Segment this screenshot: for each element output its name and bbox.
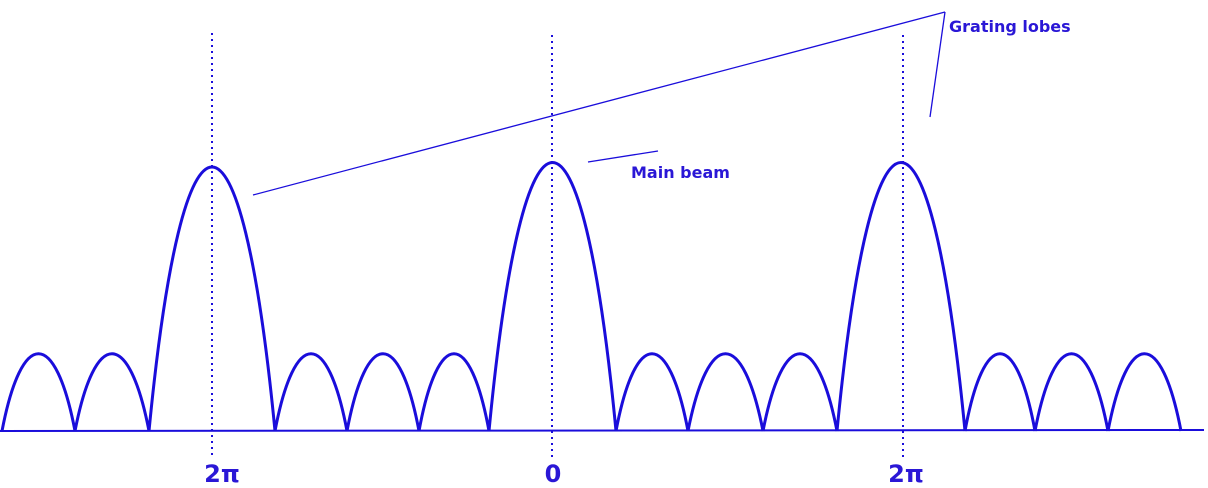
- tick-label-zero: 0: [545, 460, 562, 488]
- side-lobe: [273, 352, 349, 432]
- grating-lobe: [147, 165, 277, 432]
- side-lobe: [417, 352, 491, 432]
- grating-lobe-leader-right: [929, 11, 946, 118]
- side-lobe: [963, 352, 1037, 432]
- side-lobe: [614, 352, 690, 432]
- side-lobe: [73, 352, 151, 432]
- side-lobe: [1033, 352, 1110, 432]
- main-beam-leader: [587, 150, 659, 163]
- grating-lobes-label: Grating lobes: [949, 17, 1071, 36]
- tick-label-right-2pi: 2π: [888, 460, 924, 488]
- tick-label-left-2pi: 2π: [204, 460, 240, 488]
- main-beam-label: Main beam: [631, 163, 730, 182]
- grating-lobe-leader-left: [252, 11, 946, 196]
- side-lobe: [686, 352, 765, 432]
- side-lobe: [1106, 352, 1183, 432]
- side-lobe: [0, 352, 77, 432]
- side-lobe: [345, 352, 421, 432]
- baseline: [0, 429, 1205, 432]
- side-lobe: [761, 352, 839, 432]
- grating-lobe: [835, 161, 967, 432]
